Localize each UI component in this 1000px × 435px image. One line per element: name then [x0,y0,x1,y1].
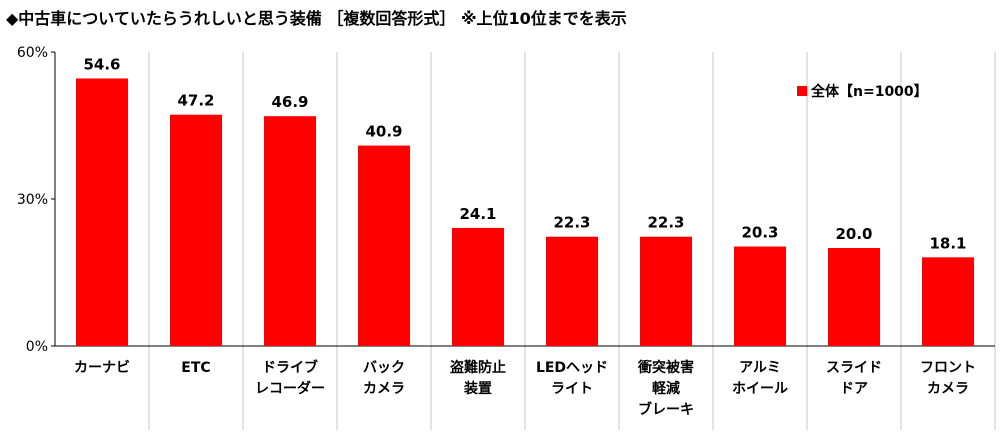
data-label: 40.9 [365,123,402,141]
bar [734,246,786,346]
y-tick-label: 60% [17,45,48,61]
category-label: ETC [181,360,210,376]
data-label: 46.9 [271,93,308,111]
category-label: カメラ [363,381,405,397]
data-label: 20.0 [835,225,872,243]
category-label: ドライブ [262,359,318,376]
bar [640,236,692,346]
data-label: 22.3 [647,214,684,232]
category-label: ライト [551,381,593,397]
category-label: ドア [840,381,868,397]
data-label: 20.3 [741,224,778,242]
category-label: ホイール [732,381,788,397]
legend-label: 全体【n=1000】 [810,83,928,100]
category-label: LEDヘッド [536,360,608,376]
bar [76,78,128,347]
data-label: 47.2 [177,92,214,110]
category-label: 軽減 [652,380,680,397]
category-label: アルミ [739,360,781,376]
y-tick-label: 30% [17,192,48,208]
data-label: 24.1 [459,205,496,223]
legend-swatch [797,86,807,96]
bar [922,257,974,346]
category-label: カメラ [927,381,969,397]
category-label: レコーダー [255,380,325,397]
category-label: フロント [920,360,976,376]
category-label: スライド [826,360,882,376]
category-label: バック [363,360,405,376]
bar [170,114,222,346]
data-label: 18.1 [929,234,966,252]
data-label: 54.6 [83,55,120,73]
chart-title: ◆中古車についていたらうれしいと思う装備 ［複数回答形式］ ※上位10位までを表… [6,9,627,28]
bar [452,227,504,346]
bar [546,236,598,346]
category-label: 装置 [463,380,492,397]
bar [358,145,410,346]
bar [264,116,316,346]
bar [828,248,880,346]
category-label: 衝突被害 [637,359,694,376]
category-label: カーナビ [74,360,130,376]
category-label: 盗難防止 [450,359,506,376]
y-tick-label: 0% [26,339,48,355]
category-label: ブレーキ [638,401,694,418]
data-label: 22.3 [553,214,590,232]
